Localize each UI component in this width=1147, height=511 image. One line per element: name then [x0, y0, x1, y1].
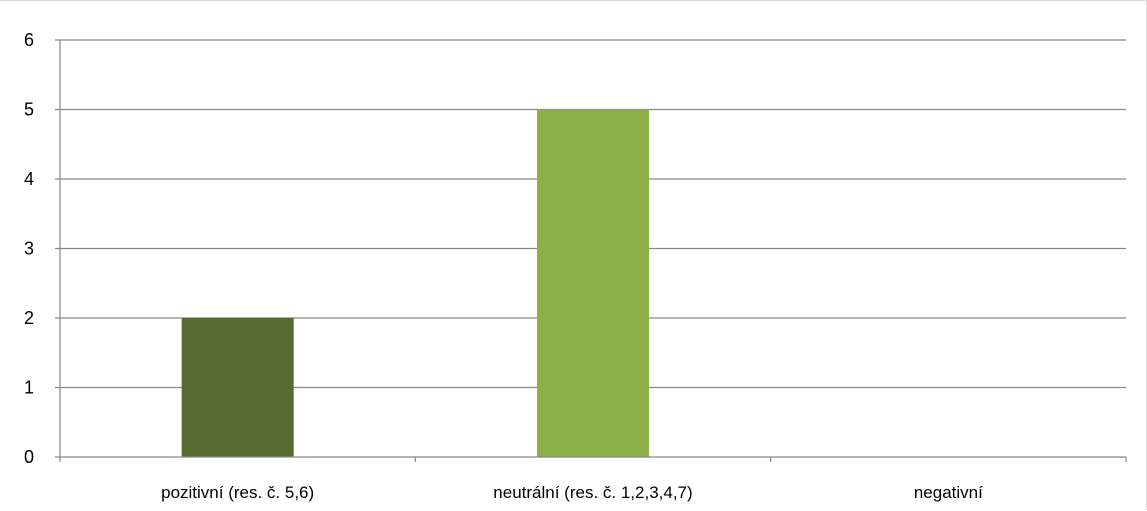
- y-tick-label: 5: [24, 100, 34, 120]
- y-axis-tick-labels: 0 1 2 3 4 5 6: [24, 30, 34, 467]
- y-tick-label: 2: [24, 308, 34, 328]
- y-tick-label: 1: [24, 378, 34, 398]
- axes: [55, 39, 1127, 462]
- x-axis-category-labels: pozitivní (res. č. 5,6) neutrální (res. č…: [161, 483, 983, 502]
- bars: [181, 109, 649, 457]
- y-tick-label: 4: [24, 169, 34, 189]
- y-tick-label: 3: [24, 239, 34, 259]
- bar-1: [537, 109, 649, 457]
- x-category-label: pozitivní (res. č. 5,6): [161, 483, 314, 502]
- x-category-label: neutrální (res. č. 1,2,3,4,7): [493, 483, 692, 502]
- y-tick-label: 6: [24, 30, 34, 50]
- y-tick-label: 0: [24, 447, 34, 467]
- x-category-label: negativní: [914, 483, 983, 502]
- bar-0: [181, 318, 294, 457]
